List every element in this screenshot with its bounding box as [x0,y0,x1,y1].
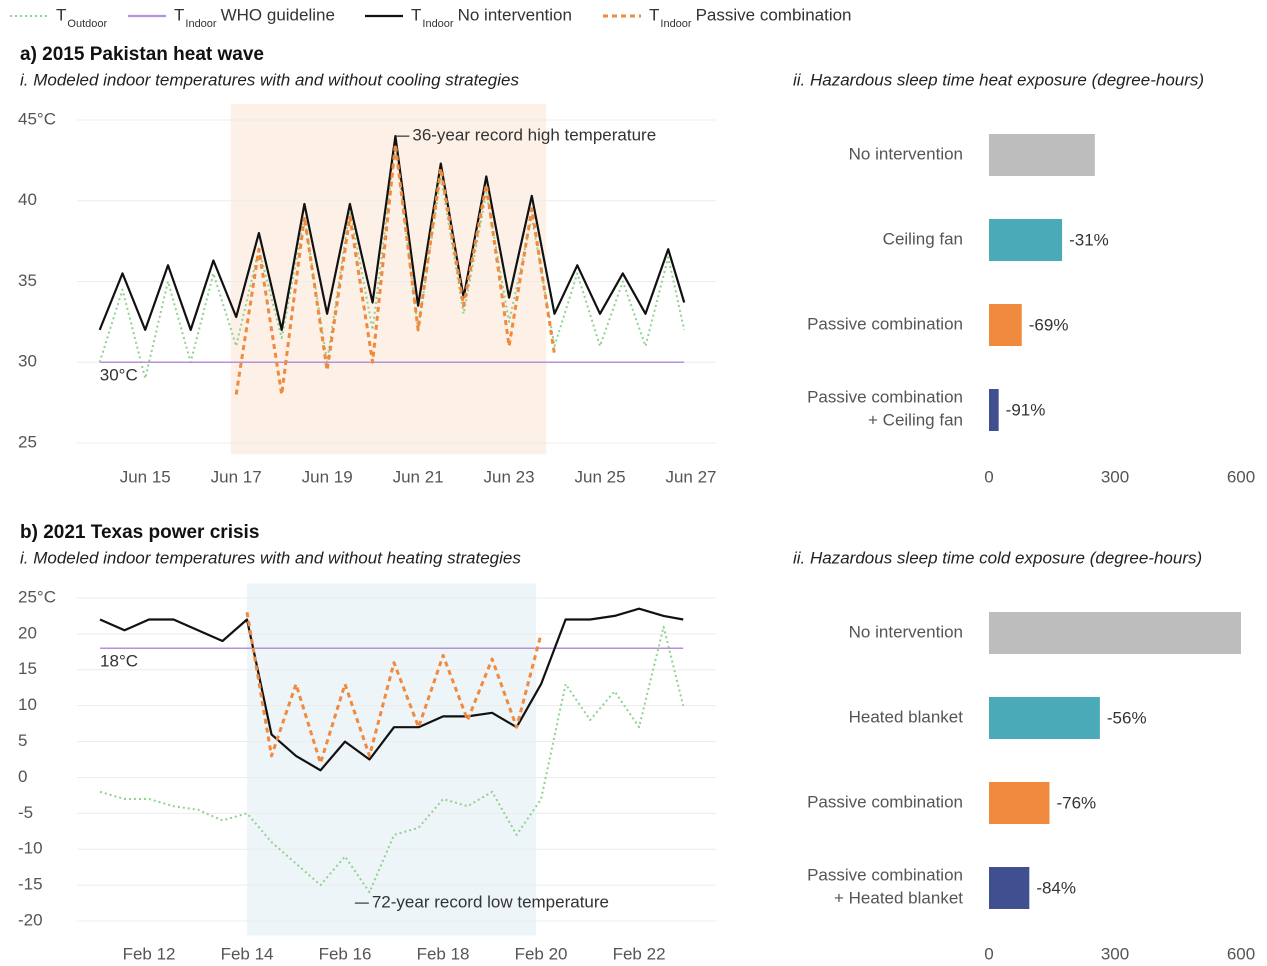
legend-text: Passive combination [696,5,852,24]
change-label: -56% [1107,708,1147,727]
legend-subscript: Indoor [422,18,454,30]
x-tick-label: Jun 27 [665,467,716,486]
legend-symbol: T [174,5,184,24]
category-label: Passive combination [807,792,963,811]
legend-symbol: T [411,5,421,24]
y-tick-label: 40 [18,190,37,209]
x-tick-label: 600 [1227,467,1255,486]
category-label: Heated blanket [849,707,964,726]
bar [989,219,1063,261]
series-line [234,142,556,396]
y-tick-label: 25 [18,432,37,451]
x-tick-label: Feb 18 [417,944,470,963]
category-label: No intervention [849,144,963,163]
bar [989,782,1050,824]
series-line [245,612,543,765]
x-tick-label: 0 [984,944,993,963]
legend-text: No intervention [458,5,572,24]
annotation: 72-year record low temperature [372,893,609,912]
x-tick-label: Jun 25 [575,467,626,486]
x-tick-label: Jun 17 [211,467,262,486]
x-tick-label: 300 [1101,467,1129,486]
x-tick-label: Feb 12 [123,944,176,963]
x-tick-label: 600 [1227,944,1255,963]
legend-subscript: Indoor [185,18,217,30]
bar [989,389,999,431]
category-label: + Heated blanket [834,888,963,907]
x-tick-label: 0 [984,467,993,486]
y-tick-label: -10 [18,839,43,858]
y-tick-label: 35 [18,271,37,290]
change-label: -91% [1006,400,1046,419]
change-label: -84% [1036,878,1076,897]
y-tick-label: 5 [18,731,27,750]
category-label: No intervention [849,622,963,641]
category-label: + Ceiling fan [868,410,963,429]
y-tick-label: -20 [18,911,43,930]
bar [989,697,1100,739]
y-tick-label: 0 [18,767,27,786]
annotation: 36-year record high temperature [412,126,656,145]
x-tick-label: Jun 19 [302,467,353,486]
section-title: a) 2015 Pakistan heat wave [20,44,264,65]
guideline-label: 30°C [100,366,138,385]
legend-subscript: Indoor [660,18,692,30]
y-tick-label: 30 [18,352,37,371]
change-label: -31% [1069,230,1109,249]
x-tick-label: Jun 15 [120,467,171,486]
category-label: Passive combination [807,314,963,333]
bar [989,867,1030,909]
x-tick-label: Feb 14 [221,944,274,963]
y-tick-label: 10 [18,695,37,714]
subtitle: i. Modeled indoor temperatures with and … [20,70,519,89]
y-tick-label: 20 [18,623,37,642]
y-tick-label: 45°C [18,109,56,128]
x-tick-label: Jun 23 [484,467,535,486]
bar [989,134,1095,176]
legend-subscript: Outdoor [67,18,107,30]
x-tick-label: Feb 22 [613,944,666,963]
x-tick-label: Jun 21 [393,467,444,486]
shaded-period [230,103,547,455]
bar [989,304,1022,346]
x-tick-label: 300 [1101,944,1129,963]
category-label: Passive combination [807,865,963,884]
change-label: -76% [1056,793,1096,812]
subtitle: ii. Hazardous sleep time cold exposure (… [793,548,1202,567]
legend-symbol: T [56,5,66,24]
y-tick-label: -5 [18,803,33,822]
series-line [99,625,685,894]
x-tick-label: Feb 16 [319,944,372,963]
legend-text: WHO guideline [221,5,335,24]
subtitle: i. Modeled indoor temperatures with and … [20,548,521,567]
y-tick-label: 15 [18,659,37,678]
legend-symbol: T [649,5,659,24]
category-label: Ceiling fan [883,229,963,248]
bar [989,612,1241,654]
section-title: b) 2021 Texas power crisis [20,522,259,543]
y-tick-label: -15 [18,875,43,894]
category-label: Passive combination [807,387,963,406]
series-line [99,607,684,772]
change-label: -69% [1029,315,1069,334]
x-tick-label: Feb 20 [515,944,568,963]
shaded-period [247,583,537,936]
subtitle: ii. Hazardous sleep time heat exposure (… [793,70,1204,89]
guideline-label: 18°C [100,652,138,671]
y-tick-label: 25°C [18,587,56,606]
